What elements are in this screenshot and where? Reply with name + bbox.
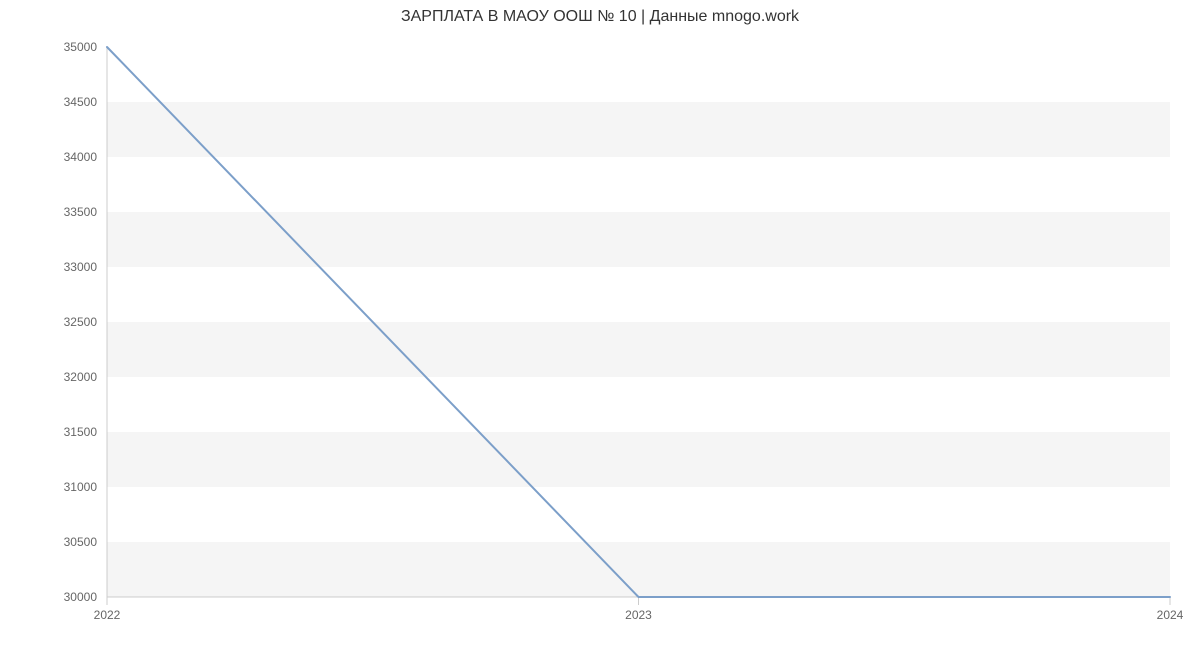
plot-band <box>107 212 1170 267</box>
x-tick-label: 2024 <box>1157 608 1184 622</box>
y-tick-label: 30000 <box>64 590 98 604</box>
x-tick-label: 2022 <box>94 608 121 622</box>
y-tick-label: 30500 <box>64 535 98 549</box>
chart-container: ЗАРПЛАТА В МАОУ ООШ № 10 | Данные mnogo.… <box>0 0 1200 650</box>
plot-band <box>107 487 1170 542</box>
plot-band <box>107 377 1170 432</box>
y-tick-label: 33500 <box>64 205 98 219</box>
plot-band <box>107 432 1170 487</box>
y-tick-label: 35000 <box>64 40 98 54</box>
plot-band <box>107 47 1170 102</box>
y-tick-label: 34500 <box>64 95 98 109</box>
y-tick-label: 32500 <box>64 315 98 329</box>
line-chart: 2022 2023 2024 30000 30500 31000 31500 32000 325… <box>0 0 1200 650</box>
y-tick-label: 31500 <box>64 425 98 439</box>
plot-band <box>107 102 1170 157</box>
plot-band <box>107 322 1170 377</box>
plot-band <box>107 157 1170 212</box>
x-tick-label: 2023 <box>625 608 652 622</box>
y-tick-label: 34000 <box>64 150 98 164</box>
y-tick-label: 33000 <box>64 260 98 274</box>
plot-band <box>107 267 1170 322</box>
y-tick-label: 32000 <box>64 370 98 384</box>
y-tick-label: 31000 <box>64 480 98 494</box>
plot-band <box>107 542 1170 597</box>
